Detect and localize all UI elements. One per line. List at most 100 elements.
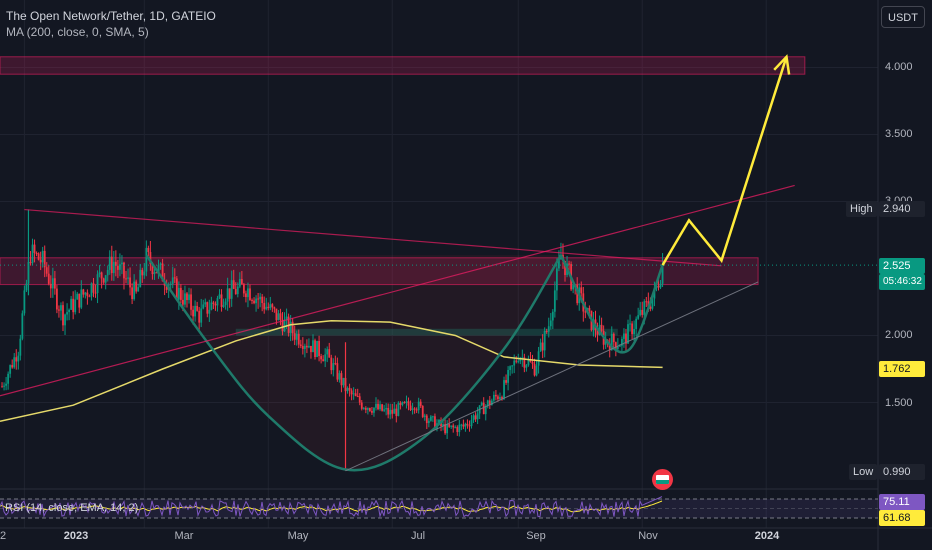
candle-body — [90, 283, 93, 297]
candle-body — [389, 409, 392, 415]
candle-body — [442, 424, 444, 427]
candle-body — [659, 283, 662, 288]
candle-body — [145, 247, 148, 272]
handle-curve — [559, 254, 664, 354]
candle-body — [108, 256, 111, 270]
x-tick-label: May — [287, 530, 309, 542]
candle-body — [551, 311, 554, 321]
candle-body — [454, 427, 457, 429]
candle-body — [452, 425, 455, 428]
high-value: 2.940 — [879, 201, 925, 217]
ma-indicator-label[interactable]: MA (200, close, 0, SMA, 5) — [6, 25, 149, 39]
candle-body — [533, 363, 536, 376]
candle-body — [96, 274, 99, 293]
candle-body — [488, 400, 491, 406]
current-price-tag: 2.525 — [879, 258, 925, 274]
candle-body — [399, 403, 402, 405]
candle-body — [411, 408, 414, 410]
candle-body — [387, 408, 390, 415]
candle-body — [263, 303, 266, 310]
candle-body — [234, 288, 237, 295]
resistance-zones — [0, 56, 806, 471]
candle-body — [643, 301, 646, 315]
candle-body — [149, 251, 152, 265]
candle-body — [104, 275, 107, 283]
candle-body — [143, 271, 146, 276]
candle-body — [549, 320, 552, 327]
candle-body — [64, 314, 66, 326]
candle-body — [509, 366, 512, 370]
ascending-trendline — [0, 184, 795, 397]
candle-body — [385, 408, 388, 410]
candle-body — [41, 250, 44, 263]
candle-body — [169, 283, 172, 285]
candle-body — [15, 357, 18, 362]
candle-body — [49, 283, 52, 289]
candle-body — [631, 323, 633, 335]
candle-body — [35, 253, 38, 255]
candle-body — [332, 363, 335, 371]
candle-body — [279, 313, 282, 320]
rsi-ma-value-tag: 61.68 — [879, 510, 925, 526]
candle-body — [9, 365, 12, 374]
rsi-indicator-label[interactable]: RSI (14, close, EMA, 14, 2) — [5, 502, 139, 514]
candle-body — [102, 278, 105, 283]
candle-body — [529, 360, 532, 362]
candle-body — [425, 415, 428, 424]
x-tick-label: 2024 — [754, 530, 780, 542]
candle-body — [531, 361, 534, 364]
candle-body — [43, 250, 46, 268]
candle-body — [427, 420, 430, 424]
candle-body — [88, 296, 91, 298]
candle-body — [618, 345, 621, 347]
candle-body — [555, 268, 558, 291]
candle-body — [259, 296, 262, 300]
candle-body — [194, 305, 197, 317]
candle-body — [253, 300, 255, 304]
candle-body — [604, 339, 607, 345]
candle-body — [214, 303, 217, 306]
event-flag-icon[interactable] — [652, 469, 673, 490]
candle-body — [584, 311, 587, 313]
candle-body — [139, 269, 142, 288]
candle-body — [249, 288, 251, 300]
candle-body — [68, 309, 71, 313]
candle-body — [141, 269, 144, 276]
candle-body — [240, 278, 243, 285]
candle-body — [224, 301, 227, 306]
candle-body — [299, 344, 302, 346]
candle-body — [328, 349, 331, 358]
x-tick-label: 2 — [0, 530, 7, 542]
candle-body — [21, 313, 24, 339]
candle-body — [218, 294, 221, 299]
candle-body — [74, 299, 77, 313]
candle-body — [637, 315, 640, 319]
candle-body — [543, 330, 546, 351]
candle-body — [86, 292, 89, 297]
candle-body — [474, 415, 477, 420]
candle-body — [490, 400, 493, 406]
candle-body — [78, 293, 81, 308]
candle-body — [645, 301, 648, 303]
symbol-title[interactable]: The Open Network/Tether, 1D, GATEIO — [6, 9, 216, 23]
drawing-overlays — [0, 54, 878, 472]
candle-body — [621, 338, 623, 346]
candle-body — [3, 385, 5, 387]
candle-body — [476, 413, 479, 420]
candle-body — [438, 420, 440, 424]
bar-countdown: 05:46:32 — [879, 274, 925, 290]
currency-button[interactable]: USDT — [881, 6, 925, 28]
candle-body — [72, 298, 75, 313]
candle-body — [417, 401, 420, 411]
candle-body — [175, 278, 178, 300]
candle-body — [230, 280, 233, 299]
candle-body — [419, 401, 422, 406]
candle-body — [314, 340, 316, 357]
candle-body — [407, 401, 410, 406]
candle-body — [147, 247, 150, 252]
candle-body — [60, 305, 62, 311]
candle-body — [66, 312, 68, 315]
candle-body — [444, 424, 446, 434]
candle-body — [338, 373, 341, 380]
